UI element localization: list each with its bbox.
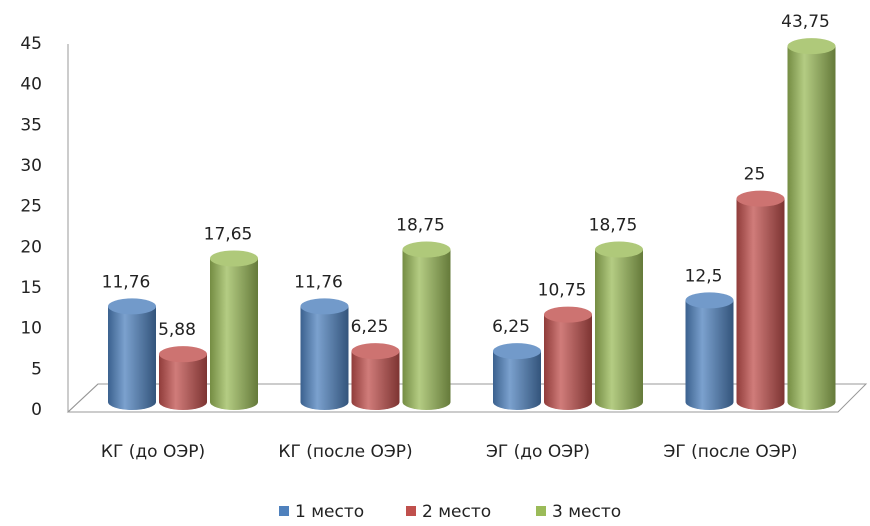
legend-label: 1 место [295, 502, 364, 522]
floor-edge [67, 383, 99, 413]
bar-top [736, 190, 785, 207]
bar-top [544, 306, 592, 323]
value-label: 25 [744, 165, 766, 185]
legend-label: 3 место [552, 502, 621, 522]
value-label: 43,75 [781, 12, 830, 32]
y-tick-label: 30 [20, 156, 42, 176]
y-tick-label: 40 [20, 75, 42, 95]
value-label: 10,75 [538, 281, 587, 301]
y-tick-label: 20 [20, 237, 42, 257]
value-label: 18,75 [589, 216, 638, 236]
bar-top [351, 343, 400, 360]
bar [736, 198, 785, 410]
value-label: 5,88 [158, 320, 196, 340]
bar-top [210, 250, 258, 267]
bar [351, 351, 400, 410]
bar-top [685, 292, 734, 309]
legend-swatch [279, 506, 289, 516]
bar-top [402, 241, 451, 258]
value-label: 18,75 [396, 216, 445, 236]
value-label: 6,25 [492, 317, 530, 337]
bar [402, 249, 451, 410]
bar-top [595, 241, 643, 258]
value-label: 11,76 [294, 272, 343, 292]
legend-label: 2 место [422, 502, 491, 522]
legend-swatch [536, 506, 546, 516]
bar-top [493, 343, 541, 360]
bar-top [108, 298, 156, 315]
value-label: 11,76 [102, 272, 151, 292]
value-label: 6,25 [351, 317, 389, 337]
y-tick-label: 10 [20, 319, 42, 339]
x-tick-label: ЭГ (до ОЭР) [486, 442, 590, 462]
bar [108, 306, 156, 410]
x-tick-label: КГ (до ОЭР) [101, 442, 205, 462]
y-tick-label: 15 [20, 278, 42, 298]
bar [685, 300, 734, 410]
value-label: 12,5 [685, 266, 723, 286]
y-tick-label: 35 [20, 115, 42, 135]
legend-swatch [406, 506, 416, 516]
bar-top [300, 298, 349, 315]
y-tick-label: 45 [20, 34, 42, 54]
bar [159, 354, 207, 410]
bar-top [159, 346, 207, 363]
bar [595, 249, 643, 410]
x-tick-label: ЭГ (после ОЭР) [664, 442, 798, 462]
y-tick-label: 25 [20, 197, 42, 217]
y-tick-label: 0 [31, 400, 42, 420]
value-label: 17,65 [204, 224, 253, 244]
bar-top [787, 38, 836, 55]
bar [493, 351, 541, 410]
bar [210, 258, 258, 410]
x-tick-label: КГ (после ОЭР) [278, 442, 412, 462]
bar [787, 46, 836, 411]
bar [300, 306, 349, 410]
y-tick-label: 5 [31, 359, 42, 379]
bar [544, 314, 592, 410]
